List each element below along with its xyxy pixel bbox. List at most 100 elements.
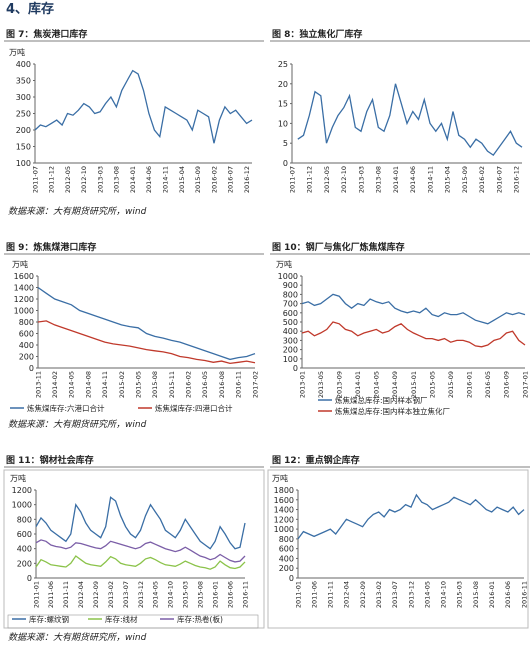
chart-title: 图 8：独立焦化厂库存 — [272, 28, 362, 40]
series-line — [297, 493, 525, 540]
legend-label: 炼焦煤库存:六港口合计 — [27, 403, 105, 413]
x-tick-label: 2016-01 — [488, 581, 496, 608]
x-tick-label: 2017-01 — [521, 371, 529, 398]
x-tick-label: 2014-05 — [68, 371, 76, 398]
legend-label: 炼焦煤总库存:国内样本钢厂 — [335, 395, 428, 405]
y-tick-label: 10 — [278, 119, 288, 128]
x-tick-label: 2014-11 — [162, 166, 170, 193]
x-tick-label: 2013-07 — [391, 581, 399, 608]
y-tick-label: 900 — [283, 281, 298, 290]
x-tick-label: 2013-01 — [298, 371, 306, 398]
unit-label: 万吨 — [272, 473, 288, 483]
x-tick-label: 2014-01 — [129, 166, 137, 193]
x-tick-label: 2016-02 — [478, 166, 486, 193]
y-tick-label: 1000 — [14, 307, 34, 316]
x-tick-label: 2011-07 — [288, 166, 296, 193]
y-tick-label: 800 — [283, 290, 298, 299]
y-tick-label: 1400 — [274, 506, 294, 515]
y-tick-label: 800 — [19, 318, 34, 327]
y-tick-label: 400 — [283, 327, 298, 336]
x-tick-label: 2012-05 — [64, 166, 72, 193]
series-line — [35, 539, 246, 563]
x-tick-label: 2013-07 — [122, 581, 130, 608]
x-tick-label: 2015-05 — [134, 371, 142, 398]
y-tick-label: 25 — [278, 60, 288, 69]
x-tick-label: 2014-05 — [152, 581, 160, 608]
series-line — [34, 69, 253, 144]
y-tick-label: 600 — [283, 309, 298, 318]
unit-label: 万吨 — [10, 473, 26, 483]
y-tick-label: 200 — [279, 564, 294, 573]
x-tick-label: 2013-12 — [407, 581, 415, 608]
x-tick-label: 2013-02 — [375, 581, 383, 608]
x-tick-label: 2014-11 — [101, 371, 109, 398]
x-tick-label: 2016-01 — [466, 371, 474, 398]
legend-label: 炼焦煤库存:四港口合计 — [155, 403, 233, 413]
x-tick-label: 2016-09 — [503, 371, 511, 398]
x-tick-label: 2016-12 — [513, 166, 521, 193]
x-tick-label: 2015-08 — [151, 371, 159, 398]
x-tick-label: 2014-05 — [373, 371, 381, 398]
x-tick-label: 2014-10 — [440, 581, 448, 608]
y-tick-label: 100 — [283, 355, 298, 364]
x-tick-label: 2016-07 — [227, 166, 235, 193]
x-tick-label: 2014-09 — [391, 371, 399, 398]
x-tick-label: 2015-09 — [461, 166, 469, 193]
y-tick-label: 400 — [16, 60, 31, 69]
y-tick-label: 1200 — [274, 515, 294, 524]
x-tick-label: 2014-08 — [84, 371, 92, 398]
y-tick-label: 600 — [279, 545, 294, 554]
chart-title: 图 10：钢厂与焦化厂炼焦煤库存 — [272, 241, 405, 253]
x-tick-label: 2015-09 — [194, 166, 202, 193]
chart-title: 图 12：重点钢企库存 — [272, 454, 360, 466]
x-tick-label: 2013-12 — [137, 581, 145, 608]
y-tick-label: 1000 — [274, 525, 294, 534]
y-tick-label: 200 — [19, 353, 34, 362]
x-tick-label: 2011-01 — [32, 581, 40, 608]
y-tick-label: 1800 — [274, 486, 294, 495]
x-tick-label: 2014-01 — [392, 166, 400, 193]
x-tick-label: 2011-06 — [310, 581, 318, 608]
x-tick-label: 2013-09 — [335, 371, 343, 398]
x-tick-label: 2015-01 — [410, 371, 418, 398]
x-tick-label: 2014-06 — [145, 166, 153, 193]
x-tick-label: 2015-03 — [182, 581, 190, 608]
y-tick-label: 200 — [17, 559, 32, 568]
legend-label: 炼焦煤总库存:国内样本独立焦化厂 — [335, 406, 451, 416]
x-tick-label: 2016-05 — [484, 371, 492, 398]
y-tick-label: 600 — [17, 530, 32, 539]
x-tick-label: 2016-11 — [241, 581, 249, 608]
y-tick-label: 350 — [16, 77, 31, 86]
y-tick-label: 700 — [283, 300, 298, 309]
chart-frame — [267, 469, 529, 629]
x-tick-label: 2011-01 — [294, 581, 302, 608]
y-tick-label: 600 — [19, 330, 34, 339]
x-tick-label: 2013-02 — [107, 581, 115, 608]
y-tick-label: 300 — [16, 93, 31, 102]
x-tick-label: 2013-08 — [113, 166, 121, 193]
y-tick-label: 0 — [289, 574, 294, 583]
y-tick-label: 400 — [279, 554, 294, 563]
x-tick-label: 2011-11 — [327, 581, 335, 608]
x-tick-label: 2016-02 — [185, 371, 193, 398]
y-tick-label: 1000 — [278, 272, 298, 281]
x-tick-label: 2015-08 — [472, 581, 480, 608]
legend-box — [7, 614, 259, 629]
y-tick-label: 1200 — [12, 486, 32, 495]
y-tick-label: 200 — [16, 126, 31, 135]
x-tick-label: 2015-04 — [444, 166, 452, 193]
x-tick-label: 2012-05 — [323, 166, 331, 193]
x-tick-label: 2014-11 — [426, 166, 434, 193]
y-tick-label: 1200 — [14, 295, 34, 304]
unit-label: 万吨 — [276, 259, 292, 269]
x-tick-label: 2015-05 — [428, 371, 436, 398]
y-tick-label: 1600 — [274, 496, 294, 505]
x-tick-label: 2011-11 — [62, 581, 70, 608]
y-tick-label: 0 — [283, 159, 288, 168]
x-tick-label: 2011-12 — [48, 166, 56, 193]
series-line — [301, 293, 526, 325]
y-tick-label: 5 — [283, 139, 288, 148]
x-tick-label: 2014-02 — [51, 371, 59, 398]
x-tick-label: 2016-08 — [218, 371, 226, 398]
